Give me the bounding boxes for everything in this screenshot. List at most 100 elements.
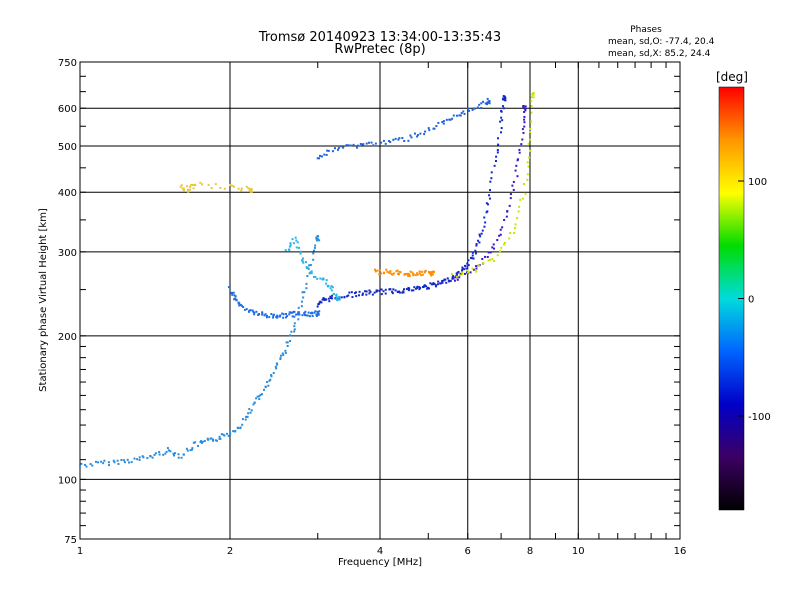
data-point (466, 262, 469, 265)
data-point (396, 272, 399, 275)
data-point (229, 433, 232, 436)
data-point (211, 438, 214, 441)
data-point (310, 270, 313, 273)
data-point (253, 313, 256, 316)
data-point (293, 322, 296, 325)
data-point (461, 266, 464, 269)
data-point (516, 158, 519, 161)
data-points (78, 92, 535, 468)
data-point (452, 114, 455, 117)
data-point (303, 314, 306, 317)
data-point (97, 461, 100, 464)
data-point (172, 452, 175, 455)
data-point (484, 102, 487, 105)
data-point (325, 282, 328, 285)
data-point (296, 241, 299, 244)
data-point (319, 300, 322, 303)
data-point (336, 296, 339, 299)
data-point (475, 265, 478, 268)
data-point (456, 278, 459, 281)
data-point (290, 330, 293, 333)
data-point (362, 143, 365, 146)
data-point (475, 270, 478, 273)
data-point (102, 462, 105, 465)
data-point (475, 267, 478, 270)
data-point (311, 314, 314, 317)
data-point (192, 441, 195, 444)
data-point (449, 279, 452, 282)
data-point (407, 289, 410, 292)
data-point (293, 315, 296, 318)
data-point (299, 252, 302, 255)
data-point (316, 238, 319, 241)
data-point (192, 187, 195, 190)
data-point (497, 143, 500, 146)
data-point (463, 268, 466, 271)
data-point (491, 246, 494, 249)
data-point (261, 313, 264, 316)
data-point (431, 271, 434, 274)
data-point (325, 153, 328, 156)
data-point (382, 290, 385, 293)
data-point (398, 291, 401, 294)
colorbar-tick-label: -100 (748, 412, 771, 423)
data-point (523, 115, 526, 118)
data-point (91, 464, 94, 467)
data-point (432, 270, 435, 273)
data-point (249, 190, 252, 193)
data-point (128, 461, 131, 464)
data-point (347, 144, 350, 147)
data-point (264, 313, 267, 316)
data-point (516, 217, 519, 220)
data-point (246, 415, 249, 418)
data-point (281, 352, 284, 355)
data-point (327, 297, 330, 300)
data-point (255, 310, 258, 313)
data-point (437, 121, 440, 124)
data-point (471, 254, 474, 257)
data-point (392, 288, 395, 291)
data-point (435, 284, 438, 287)
data-point (416, 272, 419, 275)
data-point (458, 274, 461, 277)
data-point (423, 270, 426, 273)
data-point (487, 259, 490, 262)
data-point (138, 456, 141, 459)
data-point (404, 273, 407, 276)
data-point (427, 287, 430, 290)
data-point (239, 426, 242, 429)
data-point (455, 275, 458, 278)
data-point (136, 458, 139, 461)
data-point (412, 273, 415, 276)
data-point (375, 290, 378, 293)
data-point (483, 216, 486, 219)
data-point (226, 432, 229, 435)
data-point (514, 169, 517, 172)
data-point (430, 271, 433, 274)
data-point (269, 378, 272, 381)
data-point (488, 101, 491, 104)
data-point (310, 272, 313, 275)
data-point (240, 304, 243, 307)
data-point (235, 299, 238, 302)
data-point (453, 279, 456, 282)
data-point (386, 270, 389, 273)
data-point (186, 188, 189, 191)
chart-title: Tromsø 20140923 13:34:00-13:35:43 (258, 30, 501, 45)
data-point (305, 314, 308, 317)
data-point (365, 142, 368, 145)
data-point (264, 385, 267, 388)
data-point (422, 285, 425, 288)
data-point (384, 142, 387, 145)
data-point (308, 315, 311, 318)
data-point (284, 249, 287, 252)
data-point (337, 146, 340, 149)
data-point (335, 297, 338, 300)
data-point (229, 431, 232, 434)
data-point (478, 103, 481, 106)
data-point (495, 155, 498, 158)
data-point (408, 273, 411, 276)
data-point (274, 365, 277, 368)
data-point (466, 269, 469, 272)
data-point (294, 236, 297, 239)
